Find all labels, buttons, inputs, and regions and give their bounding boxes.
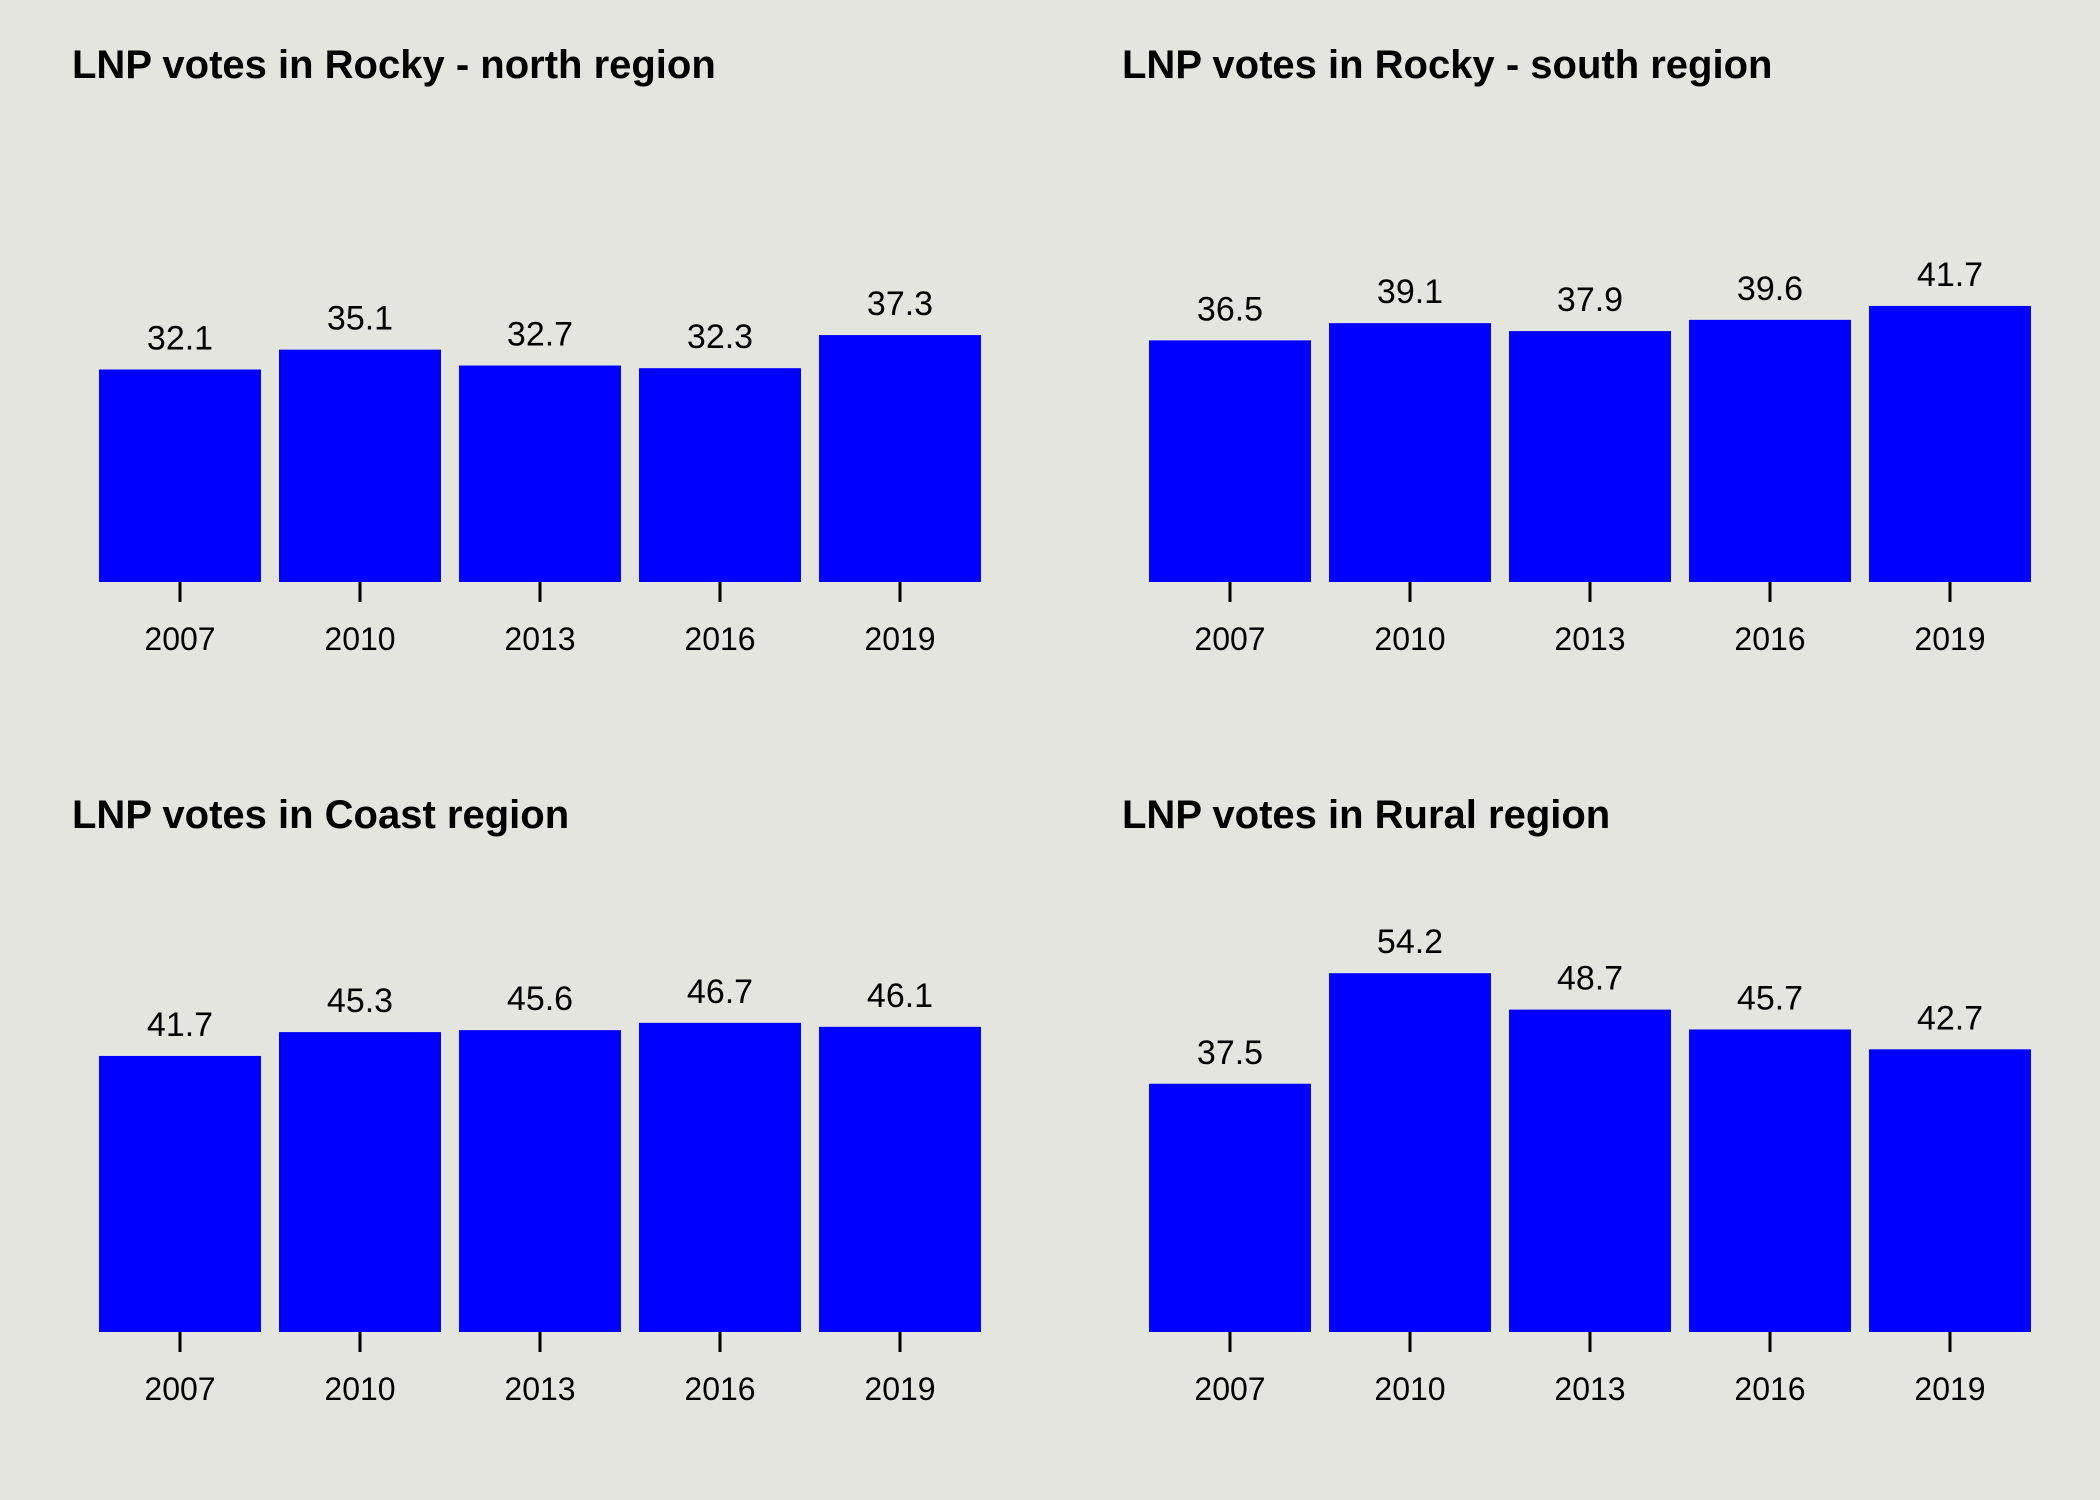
bar: [819, 1026, 981, 1332]
bar-value-label: 39.6: [1737, 270, 1803, 308]
chart-panel: LNP votes in Rural region 37.5 2007 54.2 201…: [1122, 793, 2031, 1407]
bar-value-label: 42.7: [1917, 999, 1983, 1037]
bar-value-label: 45.3: [327, 982, 393, 1020]
chart-title: LNP votes in Rural region: [1122, 793, 1610, 837]
x-tick-label: 2010: [324, 621, 395, 657]
bar: [819, 335, 981, 582]
x-tick-label: 2016: [1734, 1371, 1805, 1407]
x-tick-label: 2010: [324, 1371, 395, 1407]
bar-value-label: 32.3: [687, 318, 753, 356]
bar: [1869, 1049, 2031, 1332]
bar-value-label: 54.2: [1377, 923, 1443, 961]
bar-value-label: 37.5: [1197, 1034, 1263, 1072]
bar-value-label: 39.1: [1377, 273, 1443, 311]
bar: [99, 369, 261, 582]
x-tick-label: 2019: [1914, 621, 1985, 657]
bar: [1869, 305, 2031, 582]
bar-value-label: 41.7: [147, 1006, 213, 1044]
bar: [1689, 319, 1851, 582]
x-tick-label: 2013: [504, 621, 575, 657]
bar-value-label: 48.7: [1557, 960, 1623, 998]
x-tick-label: 2010: [1374, 1371, 1445, 1407]
x-tick-label: 2007: [1194, 621, 1265, 657]
bar: [1509, 1009, 1671, 1332]
bar: [1509, 331, 1671, 582]
bar: [1689, 1029, 1851, 1332]
bar-value-label: 35.1: [327, 300, 393, 338]
bar-value-label: 32.7: [507, 316, 573, 354]
bar-value-label: 46.7: [687, 973, 753, 1011]
bar-value-label: 45.7: [1737, 979, 1803, 1017]
bar: [1149, 1083, 1311, 1332]
bar-value-label: 37.3: [867, 285, 933, 323]
bar: [279, 349, 441, 582]
x-tick-label: 2016: [684, 621, 755, 657]
bar-value-label: 46.1: [867, 977, 933, 1015]
bar: [279, 1032, 441, 1332]
chart-title: LNP votes in Rocky - north region: [72, 43, 716, 87]
chart-panel: LNP votes in Rocky - south region 36.5 200…: [1122, 43, 2031, 657]
bar-value-label: 32.1: [147, 319, 213, 357]
x-tick-label: 2007: [1194, 1371, 1265, 1407]
x-tick-label: 2010: [1374, 621, 1445, 657]
bar: [459, 365, 621, 582]
bar: [639, 368, 801, 582]
chart-title: LNP votes in Coast region: [72, 793, 569, 837]
x-tick-label: 2007: [144, 1371, 215, 1407]
bar: [99, 1055, 261, 1332]
x-tick-label: 2013: [1554, 621, 1625, 657]
bar: [1329, 973, 1491, 1332]
bar: [1329, 323, 1491, 582]
bar: [639, 1022, 801, 1332]
bar-value-label: 36.5: [1197, 290, 1263, 328]
chart-panel: LNP votes in Rocky - north region 32.1 200…: [72, 43, 981, 657]
chart-panel: LNP votes in Coast region 41.7 2007 45.3 201…: [72, 793, 981, 1407]
x-tick-label: 2013: [504, 1371, 575, 1407]
bar-value-label: 37.9: [1557, 281, 1623, 319]
bar-value-label: 45.6: [507, 980, 573, 1018]
bar-value-label: 41.7: [1917, 256, 1983, 294]
bar: [459, 1030, 621, 1332]
x-tick-label: 2019: [1914, 1371, 1985, 1407]
x-tick-label: 2019: [864, 1371, 935, 1407]
x-tick-label: 2019: [864, 621, 935, 657]
bar: [1149, 340, 1311, 582]
x-tick-label: 2016: [1734, 621, 1805, 657]
chart-title: LNP votes in Rocky - south region: [1122, 43, 1772, 87]
x-tick-label: 2013: [1554, 1371, 1625, 1407]
x-tick-label: 2007: [144, 621, 215, 657]
x-tick-label: 2016: [684, 1371, 755, 1407]
